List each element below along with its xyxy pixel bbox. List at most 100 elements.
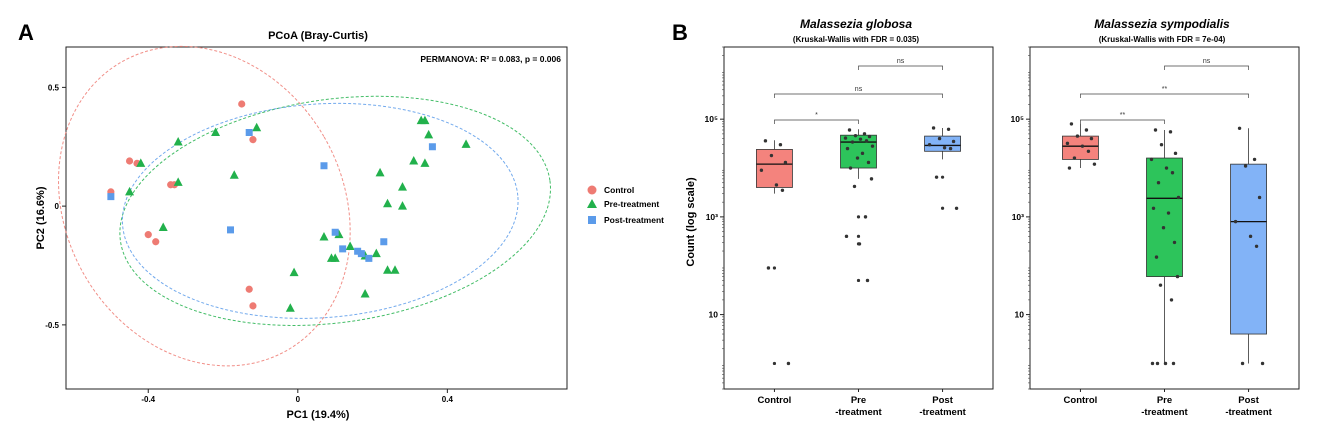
sympodialis-data-point [1233,219,1238,224]
sympodialis-significance-bracket [1080,119,1165,124]
sympodialis-data-point [1159,143,1164,147]
globosa-category-label: Control [758,395,792,406]
pcoa-point-pre-treatment [334,229,344,239]
sympodialis-data-point [1173,151,1178,156]
sympodialis-data-point [1248,234,1253,239]
sympodialis-data-point [1075,134,1080,138]
sympodialis-data-point [1072,156,1077,160]
sympodialis-data-point [1149,157,1154,162]
globosa-data-point [863,215,868,219]
pcoa-point-control [144,231,152,239]
sympodialis-box [1230,163,1267,335]
globosa-data-point [783,160,788,165]
globosa-data-point [843,136,848,140]
pcoa-point-pre-treatment [125,186,135,196]
sympodialis-data-point [1065,141,1070,146]
sympodialis-data-point [1168,130,1173,134]
pcoa-point-pre-treatment [229,170,239,179]
sympodialis-data-point [1257,195,1262,200]
globosa-significance-label: ns [897,58,905,65]
pcoa-point-control [249,136,257,144]
pcoa-x-axis-ticks: -0.4 0 0.4 [141,389,453,404]
globosa-data-point [759,168,764,172]
pcoa-point-pre-treatment [383,198,393,208]
pcoa-point-pre-treatment [397,182,407,191]
globosa-data-point [778,143,783,147]
pcoa-point-pre-treatment [173,177,183,186]
sympodialis-data-point [1084,128,1089,132]
pcoa-y-tick-label: 0.5 [48,83,60,92]
pcoa-point-post-treatment [320,162,328,170]
sympodialis-y-tick-label: 10⁵ [1011,114,1024,124]
pcoa-point-pre-treatment [289,267,299,277]
globosa-outlier-point [940,175,945,179]
sympodialis-data-point [1156,181,1161,185]
sympodialis-significance-bracket [1164,65,1249,70]
sympodialis-data-point [1155,361,1160,366]
globosa-data-point [946,127,951,132]
globosa-y-tick-label: 10 [709,310,719,320]
legend-post-treatment-icon [588,216,596,224]
globosa-data-point [862,132,867,136]
globosa-data-point [934,175,939,179]
globosa-data-point [853,133,858,138]
globosa-data-point [858,137,863,141]
pcoa-point-post-treatment [107,193,115,201]
sympodialis-data-point [1172,240,1177,245]
sympodialis-data-point [1163,361,1168,366]
pcoa-point-post-treatment [354,247,362,255]
globosa-data-point [774,183,779,187]
pcoa-point-pre-treatment [285,303,295,312]
sympodialis-data-point [1170,171,1175,175]
pcoa-point-control [245,285,253,293]
globosa-subtitle: (Kruskal-Wallis with FDR = 0.035) [793,35,920,44]
sympodialis-box [1062,135,1099,160]
pcoa-point-control [238,100,246,108]
pcoa-point-post-treatment [380,238,388,246]
sympodialis-data-point [1153,128,1158,132]
globosa-data-point [927,143,932,147]
globosa-box [840,134,877,169]
legend-pre-treatment-label: Pre-treatment [604,199,659,209]
pcoa-x-axis-label: PC1 (19.4%) [287,409,350,421]
sympodialis-category-label: Control [1064,395,1098,406]
pcoa-point-pre-treatment [461,139,471,148]
globosa-category-label: Pre [851,395,866,406]
pcoa-y-tick-label: 0 [55,202,60,211]
boxplot-y-axis-label: Count (log scale) [685,177,697,267]
globosa-data-point [850,140,855,144]
pcoa-points [107,100,471,312]
panel-b-letter: B [672,20,688,45]
globosa-data-point [857,242,862,246]
sympodialis-data-point [1161,226,1166,230]
globosa-data-point [786,361,791,366]
globosa-outlier-point [856,215,861,219]
globosa-data-point [864,139,869,143]
pcoa-point-pre-treatment [371,248,381,258]
sympodialis-data-point [1080,144,1085,148]
pcoa-point-post-treatment [331,228,339,236]
pcoa-y-axis-ticks: 0.5 0 -0.5 [45,83,66,330]
globosa-significance-bracket [858,65,943,70]
globosa-data-point [780,188,785,193]
pcoa-point-control [167,181,175,189]
pcoa-point-pre-treatment [173,137,183,146]
pcoa-plot-frame [65,46,568,390]
globosa-outlier-point [856,278,861,283]
pcoa-point-pre-treatment [390,265,400,274]
pcoa-y-axis-label: PC2 (16.6%) [35,186,47,249]
globosa-data-point [769,153,774,158]
pcoa-point-pre-treatment [136,158,146,167]
globosa-outlier-point [940,206,945,210]
pcoa-legend: Control Pre-treatment Post-treatment [587,185,664,225]
sympodialis-data-point [1067,166,1072,170]
globosa-data-point [937,136,942,141]
legend-pre-treatment-icon [587,199,597,208]
pcoa-ellipse-post-treatment [121,102,519,319]
pcoa-point-pre-treatment [420,158,430,167]
globosa-box [756,149,793,188]
globosa-data-point [869,177,874,181]
pcoa-point-control [152,238,160,246]
sympodialis-significance-bracket [1080,93,1249,98]
